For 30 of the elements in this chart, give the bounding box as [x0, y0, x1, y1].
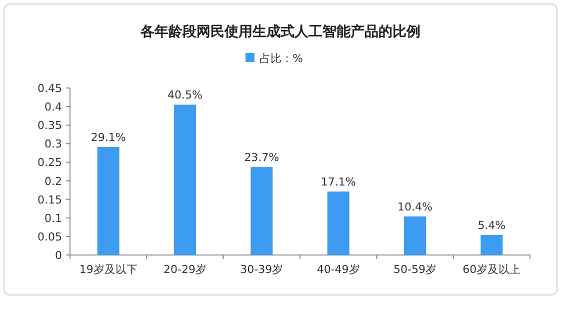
data-label: 17.1%	[320, 176, 356, 189]
x-tick-label: 40-49岁	[316, 263, 360, 276]
x-tick-label: 60岁及以上	[462, 263, 521, 276]
x-tick-label: 19岁及以下	[79, 263, 138, 276]
bar	[97, 147, 120, 255]
data-label: 10.4%	[398, 200, 432, 214]
bar	[174, 104, 196, 255]
x-tick-label: 20-29岁	[164, 263, 206, 276]
y-tick-label: 0.25	[38, 156, 62, 170]
legend-label: 占比：%	[260, 52, 303, 65]
y-tick-label: 0	[55, 249, 62, 262]
bar	[480, 234, 503, 255]
bar	[327, 192, 350, 255]
x-tick-label: 30-39岁	[240, 263, 284, 276]
data-label: 29.1%	[90, 131, 126, 144]
y-tick-label: 0.3	[44, 138, 62, 151]
x-tick-label: 50-59岁	[394, 263, 436, 276]
bar	[250, 167, 273, 255]
y-tick-label: 0.1	[44, 212, 62, 225]
chart-title: 各年龄段网民使用生成式人工智能产品的比例	[140, 23, 420, 40]
data-label: 5.4%	[478, 218, 506, 232]
y-tick-label: 0.45	[38, 82, 62, 95]
y-tick-label: 0.2	[44, 174, 62, 188]
y-tick-label: 0.4	[44, 100, 62, 114]
y-tick-label: 0.15	[38, 193, 62, 206]
data-label: 40.5%	[168, 88, 202, 102]
bar	[404, 216, 426, 255]
data-label: 23.7%	[244, 151, 280, 164]
y-tick-label: 0.05	[38, 230, 62, 244]
y-tick-label: 0.35	[38, 119, 62, 132]
